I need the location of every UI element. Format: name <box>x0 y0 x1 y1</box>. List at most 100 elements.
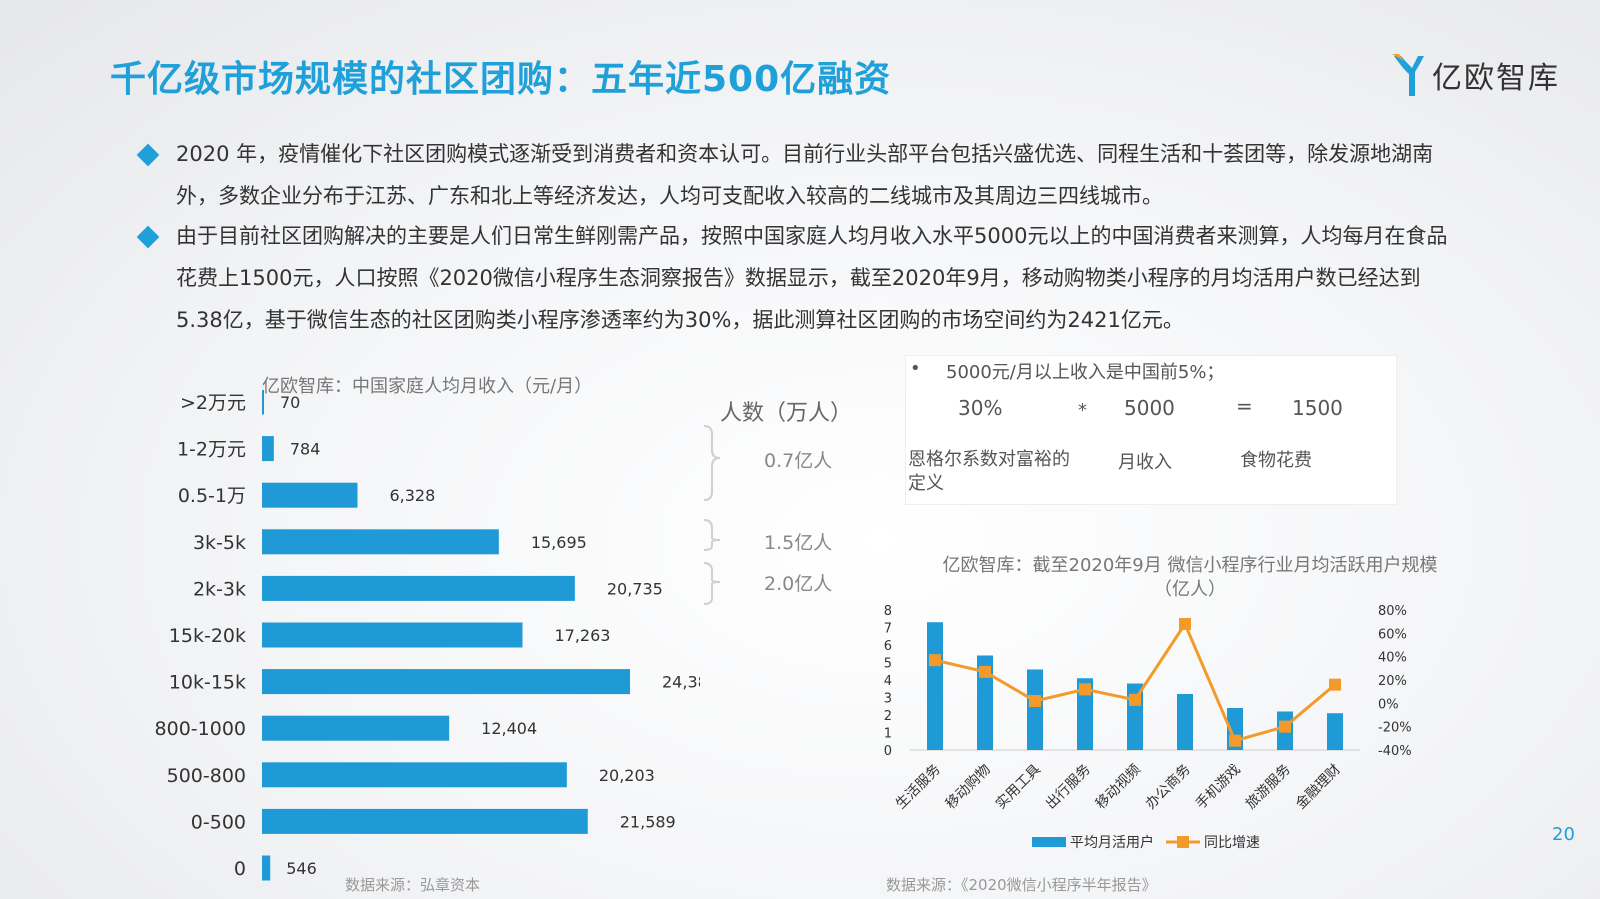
bar <box>262 436 274 462</box>
bar <box>262 482 358 508</box>
box-multiply: * <box>1078 400 1087 421</box>
bar <box>262 855 271 881</box>
income-bar-chart: >2万元 70 1-2万元 784 0.5-1万 6,328 3k-5k 15,695 2k-3… <box>155 390 700 881</box>
growth-point <box>1079 683 1091 696</box>
left-tick-label: 0 <box>884 744 892 759</box>
category-label: 800-1000 <box>155 718 246 740</box>
box-equals: = <box>1236 394 1253 418</box>
category-label: 移动视频 <box>1093 762 1144 813</box>
category-label: 旅游服务 <box>1243 762 1294 813</box>
category-label: 2k-3k <box>193 578 246 600</box>
page-number: 20 <box>1552 824 1575 845</box>
category-label: 办公商务 <box>1143 762 1194 813</box>
category-label: 0 <box>234 858 246 880</box>
income-chart-title: 亿欧智库：中国家庭人均月收入（元/月） <box>262 376 593 397</box>
box-value-percent: 30% <box>958 396 1003 420</box>
right-tick-label: -20% <box>1378 721 1412 736</box>
category-label: 出行服务 <box>1043 762 1094 813</box>
category-label: 实用工具 <box>993 762 1044 813</box>
mau-chart-title: 亿欧智库：截至2020年9月 微信小程序行业月均活跃用户规模（亿人） <box>942 555 1438 600</box>
bar-value-label: 12,404 <box>481 719 537 738</box>
category-label: 生活服务 <box>893 762 944 813</box>
people-label-2: 1.5亿人 <box>764 532 833 554</box>
growth-point <box>1329 678 1341 691</box>
category-label: 1-2万元 <box>177 439 246 461</box>
bar-value-label: 21,589 <box>620 812 676 831</box>
category-label: 500-800 <box>167 765 246 787</box>
bar-value-label: 784 <box>290 440 321 459</box>
bar-value-label: 20,203 <box>599 766 655 785</box>
legend-swatch-marker <box>1177 836 1189 848</box>
bullet-diamond-icon <box>136 225 160 249</box>
growth-point <box>1179 618 1191 630</box>
growth-point <box>979 665 991 678</box>
right-tick-label: -40% <box>1378 744 1412 759</box>
mau-combo-chart: 0 1 2 3 4 5 6 7 8 -40% -20% 0% 20% 40% 60% 80% 生活服务 移动购物实… <box>884 604 1412 851</box>
mau-bar <box>1327 713 1343 750</box>
left-tick-label: 2 <box>884 709 892 724</box>
growth-point <box>1229 734 1241 747</box>
left-tick-label: 5 <box>884 657 892 672</box>
bar <box>262 622 523 648</box>
mau-bar <box>927 622 943 750</box>
source-left: 数据来源：弘章资本 <box>345 876 481 894</box>
box-value-food: 1500 <box>1292 396 1343 420</box>
bar-value-label: 546 <box>286 859 317 878</box>
left-tick-label: 7 <box>884 622 892 637</box>
right-tick-label: 60% <box>1378 627 1407 642</box>
category-label: 0.5-1万 <box>178 485 246 507</box>
legend-label: 平均月活用户 <box>1070 834 1154 851</box>
category-label: 移动购物 <box>943 762 994 813</box>
logo-mark-icon <box>1392 54 1424 96</box>
calculation-box: • 5000元/月以上收入是中国前5%； 30% * 5000 = 1500 恩… <box>906 356 1396 504</box>
growth-point <box>929 654 941 667</box>
bar <box>262 715 450 741</box>
left-tick-label: 1 <box>884 727 892 742</box>
category-label: 金融理财 <box>1293 762 1344 813</box>
mau-bar <box>1027 669 1043 750</box>
source-right: 数据来源：《2020微信小程序半年报告》 <box>886 876 1157 894</box>
right-tick-label: 20% <box>1378 674 1407 689</box>
legend-label: 同比增速 <box>1204 835 1260 851</box>
box-caption-income: 月收入 <box>1118 452 1172 473</box>
right-tick-label: 40% <box>1378 651 1407 666</box>
bracket-lines <box>703 425 721 605</box>
right-tick-label: 80% <box>1378 604 1407 619</box>
people-label-3: 2.0亿人 <box>764 573 833 595</box>
growth-point <box>1129 693 1141 706</box>
left-tick-label: 6 <box>884 639 892 654</box>
category-label: 0-500 <box>191 811 246 833</box>
category-label: 3k-5k <box>193 532 246 554</box>
bar-value-label: 20,735 <box>607 579 663 598</box>
category-label: 10k-15k <box>169 672 246 694</box>
people-label-1: 0.7亿人 <box>764 450 833 472</box>
box-caption-food: 食物花费 <box>1240 450 1312 471</box>
category-label: >2万元 <box>180 392 246 414</box>
box-caption-engel: 恩格尔系数对富裕的定义 <box>908 449 1070 494</box>
legend-swatch-bar <box>1032 837 1066 847</box>
bar-value-label: 70 <box>280 393 300 412</box>
bullet-diamond-icon <box>136 143 160 167</box>
bar <box>262 669 630 695</box>
growth-point <box>1279 720 1291 733</box>
bar-value-label: 15,695 <box>531 533 587 552</box>
left-tick-label: 4 <box>884 674 892 689</box>
logo: 亿欧智库 <box>1390 52 1560 98</box>
bar <box>262 762 567 788</box>
growth-point <box>1029 695 1041 707</box>
box-bullet: • <box>910 358 921 379</box>
people-title: 人数（万人） <box>720 401 853 426</box>
box-note: 5000元/月以上收入是中国前5%； <box>946 362 1225 383</box>
mau-bar <box>1177 694 1193 750</box>
left-tick-label: 8 <box>884 604 892 619</box>
logo-text: 亿欧智库 <box>1432 61 1560 96</box>
bar-value-label: 6,328 <box>389 486 435 505</box>
mau-bar <box>1077 678 1093 750</box>
bar <box>262 390 264 415</box>
right-tick-label: 0% <box>1378 697 1399 712</box>
bar-value-label: 24,389 <box>662 673 700 692</box>
category-label: 15k-20k <box>169 625 246 647</box>
bar <box>262 808 588 834</box>
paragraph-1: 2020 年，疫情催化下社区团购模式逐渐受到消费者和资本认可。目前行业头部平台包… <box>176 142 1434 208</box>
category-label: 手机游戏 <box>1193 762 1244 813</box>
